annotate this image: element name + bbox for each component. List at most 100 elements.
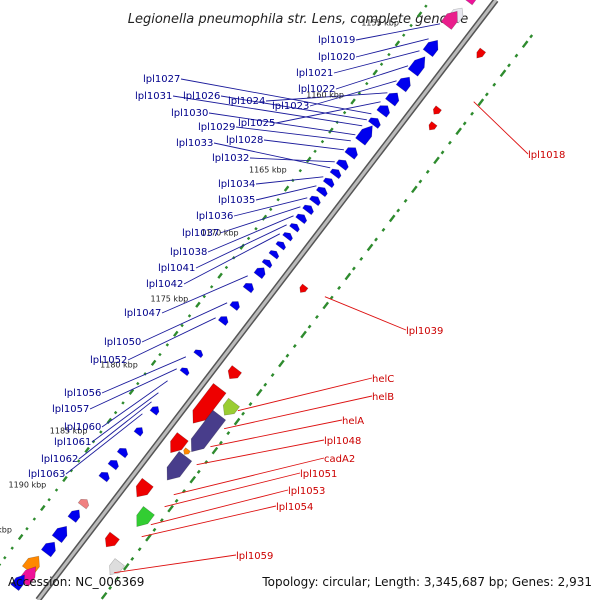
gene-arrow [253, 267, 266, 280]
leader-line [164, 472, 301, 508]
gene-arrow [289, 223, 300, 233]
gene-arrow [179, 367, 190, 377]
forward-gene-label: lpl1035 [218, 195, 255, 206]
gc-tick [320, 139, 325, 144]
gene-arrow [135, 477, 154, 498]
gc-tick [315, 314, 319, 319]
gc-tick [196, 469, 201, 474]
gc-skew-outer-ticks [0, 4, 428, 567]
gc-tick [337, 285, 342, 290]
gene-arrow [98, 471, 110, 483]
gene-arrow [193, 349, 204, 359]
gc-tick [394, 40, 401, 47]
gene-arrow [222, 397, 241, 416]
leader-line [183, 233, 281, 285]
map-title: Legionella pneumophila str. Lens, comple… [128, 12, 469, 27]
gene-arrow [183, 447, 191, 455]
leader-line [333, 50, 420, 74]
gc-tick [514, 53, 519, 58]
leader-line [89, 368, 177, 410]
leader-line [473, 101, 529, 155]
gc-tick [150, 359, 157, 366]
leader-line [249, 157, 335, 163]
gc-tick [307, 324, 312, 329]
gc-tick [69, 468, 74, 473]
gc-tick [113, 410, 118, 415]
reverse-gene-label: lpl1051 [300, 469, 337, 480]
gc-tick [145, 533, 152, 542]
leader-line [237, 377, 373, 412]
gc-tick [285, 353, 290, 358]
gc-tick [54, 488, 59, 492]
gc-tick [499, 69, 507, 78]
gene-arrow [322, 177, 335, 189]
gene-arrow [384, 92, 400, 107]
forward-gene-label: lpl1041 [158, 263, 195, 274]
gc-tick [379, 62, 384, 66]
forward-gene-label: lpl1025 [238, 118, 275, 129]
gene-arrow [432, 105, 442, 115]
gene-arrow [261, 259, 273, 269]
gc-tick [84, 446, 90, 454]
forward-gene-label: lpl1033 [176, 138, 213, 149]
forward-gene-label: lpl1026 [183, 91, 220, 102]
forward-gene-label: lpl1022 [298, 84, 335, 95]
gene-arrow [428, 121, 438, 131]
leader-line [101, 380, 168, 428]
gc-tick [3, 556, 7, 560]
gene-arrow [67, 509, 81, 523]
gene-arrow [335, 159, 349, 171]
gene-arrow [104, 531, 120, 548]
leader-line [263, 139, 344, 151]
gc-tick [365, 81, 369, 86]
leader-line [141, 505, 277, 538]
leader-line [224, 395, 373, 430]
gc-tick [108, 585, 113, 590]
gc-tick [121, 401, 125, 405]
leader-line [255, 185, 317, 201]
leader-line [355, 23, 441, 41]
reverse-gene-label: helC [372, 374, 394, 385]
gc-tick [254, 227, 258, 231]
reverse-gene-label: lpl1039 [406, 326, 443, 337]
gc-tick [100, 591, 108, 600]
gene-arrow [149, 406, 160, 416]
gc-tick [462, 121, 467, 126]
gc-tick [424, 4, 428, 8]
reverse-gene-labels: lpl1018 lpl1039 helC helB helA lpl1048 cadA2 lp… [236, 150, 565, 562]
leader-line [114, 554, 237, 574]
gene-arrow [268, 250, 280, 260]
gene-arrow [282, 232, 293, 242]
gc-tick [173, 330, 179, 337]
kbp-label: 1155 kbp [361, 18, 399, 27]
gc-tick [246, 236, 251, 241]
gc-tick [402, 33, 406, 37]
gc-tick [218, 440, 223, 445]
gene-arrow [308, 195, 321, 207]
gc-tick [152, 527, 157, 532]
gene-arrow [133, 427, 144, 437]
gc-tick [217, 272, 223, 279]
leader-line [208, 112, 356, 136]
kbp-label: 1175 kbp [151, 294, 189, 303]
gene-arrow [440, 10, 458, 30]
leader-line [173, 457, 325, 496]
gc-tick [313, 149, 317, 154]
gc-tick [47, 497, 51, 502]
gc-tick [187, 314, 192, 318]
gene-arrow [299, 283, 309, 293]
kbp-label: 1185 kbp [50, 426, 88, 435]
leader-line [65, 413, 143, 475]
leader-line [213, 142, 331, 169]
kbp-label: 1160 kbp [306, 90, 344, 99]
forward-gene-label: lpl1056 [64, 388, 101, 399]
kbp-label: 1180 kbp [100, 360, 138, 369]
gc-tick [137, 547, 142, 552]
forward-gene-label: lpl1034 [218, 179, 255, 190]
gc-tick [202, 294, 206, 299]
forward-gene-label: lpl1042 [146, 279, 183, 290]
leader-line [275, 101, 381, 124]
forward-gene-label: lpl1050 [104, 337, 141, 348]
leader-line [219, 206, 301, 234]
gc-tick [366, 243, 374, 252]
